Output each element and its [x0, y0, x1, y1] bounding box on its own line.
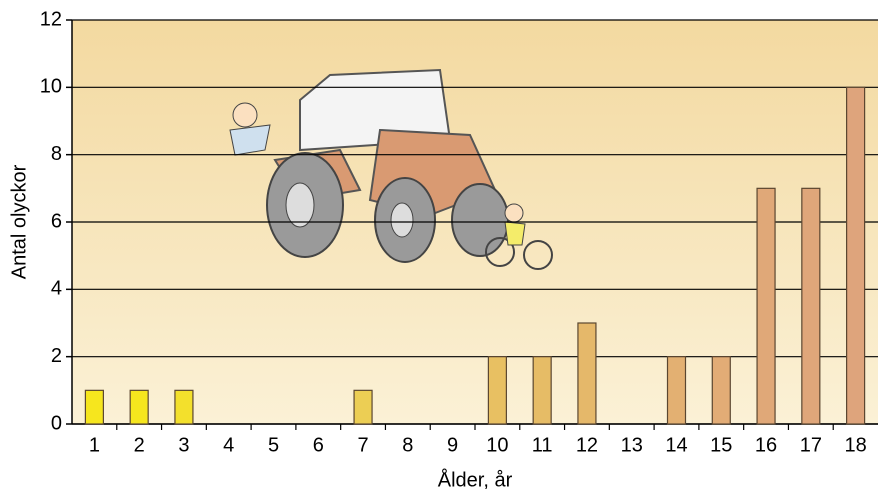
bar [175, 390, 193, 424]
bar [354, 390, 372, 424]
x-tick-label: 8 [402, 434, 413, 456]
x-tick-label: 7 [357, 434, 368, 456]
x-tick-label: 14 [665, 434, 687, 456]
bar [757, 188, 775, 424]
x-tick-label: 9 [447, 434, 458, 456]
y-tick-label: 2 [51, 345, 62, 367]
x-tick-label: 18 [844, 434, 866, 456]
x-axis-label: Ålder, år [438, 468, 513, 491]
x-tick-label: 13 [621, 434, 643, 456]
y-tick-label: 0 [51, 412, 62, 434]
x-tick-label: 3 [178, 434, 189, 456]
bar [668, 357, 686, 424]
x-tick-label: 1 [89, 434, 100, 456]
y-axis-label: Antal olyckor [8, 164, 30, 279]
chart: Ålder, år Antal olyckor 0246810121234567… [0, 0, 880, 494]
y-tick-label: 6 [51, 210, 62, 232]
x-tick-label: 11 [532, 434, 553, 456]
bar [85, 390, 103, 424]
y-tick-label: 8 [51, 143, 62, 165]
x-tick-label: 4 [223, 434, 234, 456]
x-tick-label: 5 [268, 434, 279, 456]
x-tick-label: 2 [134, 434, 145, 456]
x-tick-label: 12 [576, 434, 598, 456]
y-tick-label: 10 [40, 76, 62, 98]
bar [130, 390, 148, 424]
x-tick-label: 15 [710, 434, 732, 456]
x-tick-label: 10 [486, 434, 508, 456]
bar [578, 323, 596, 424]
bar [712, 357, 730, 424]
x-tick-label: 6 [313, 434, 324, 456]
x-tick-label: 17 [800, 434, 822, 456]
y-tick-label: 4 [51, 278, 62, 300]
bar [488, 357, 506, 424]
x-tick-label: 16 [755, 434, 777, 456]
bar [802, 188, 820, 424]
y-tick-label: 12 [40, 8, 62, 30]
bar [847, 87, 865, 424]
bar [533, 357, 551, 424]
